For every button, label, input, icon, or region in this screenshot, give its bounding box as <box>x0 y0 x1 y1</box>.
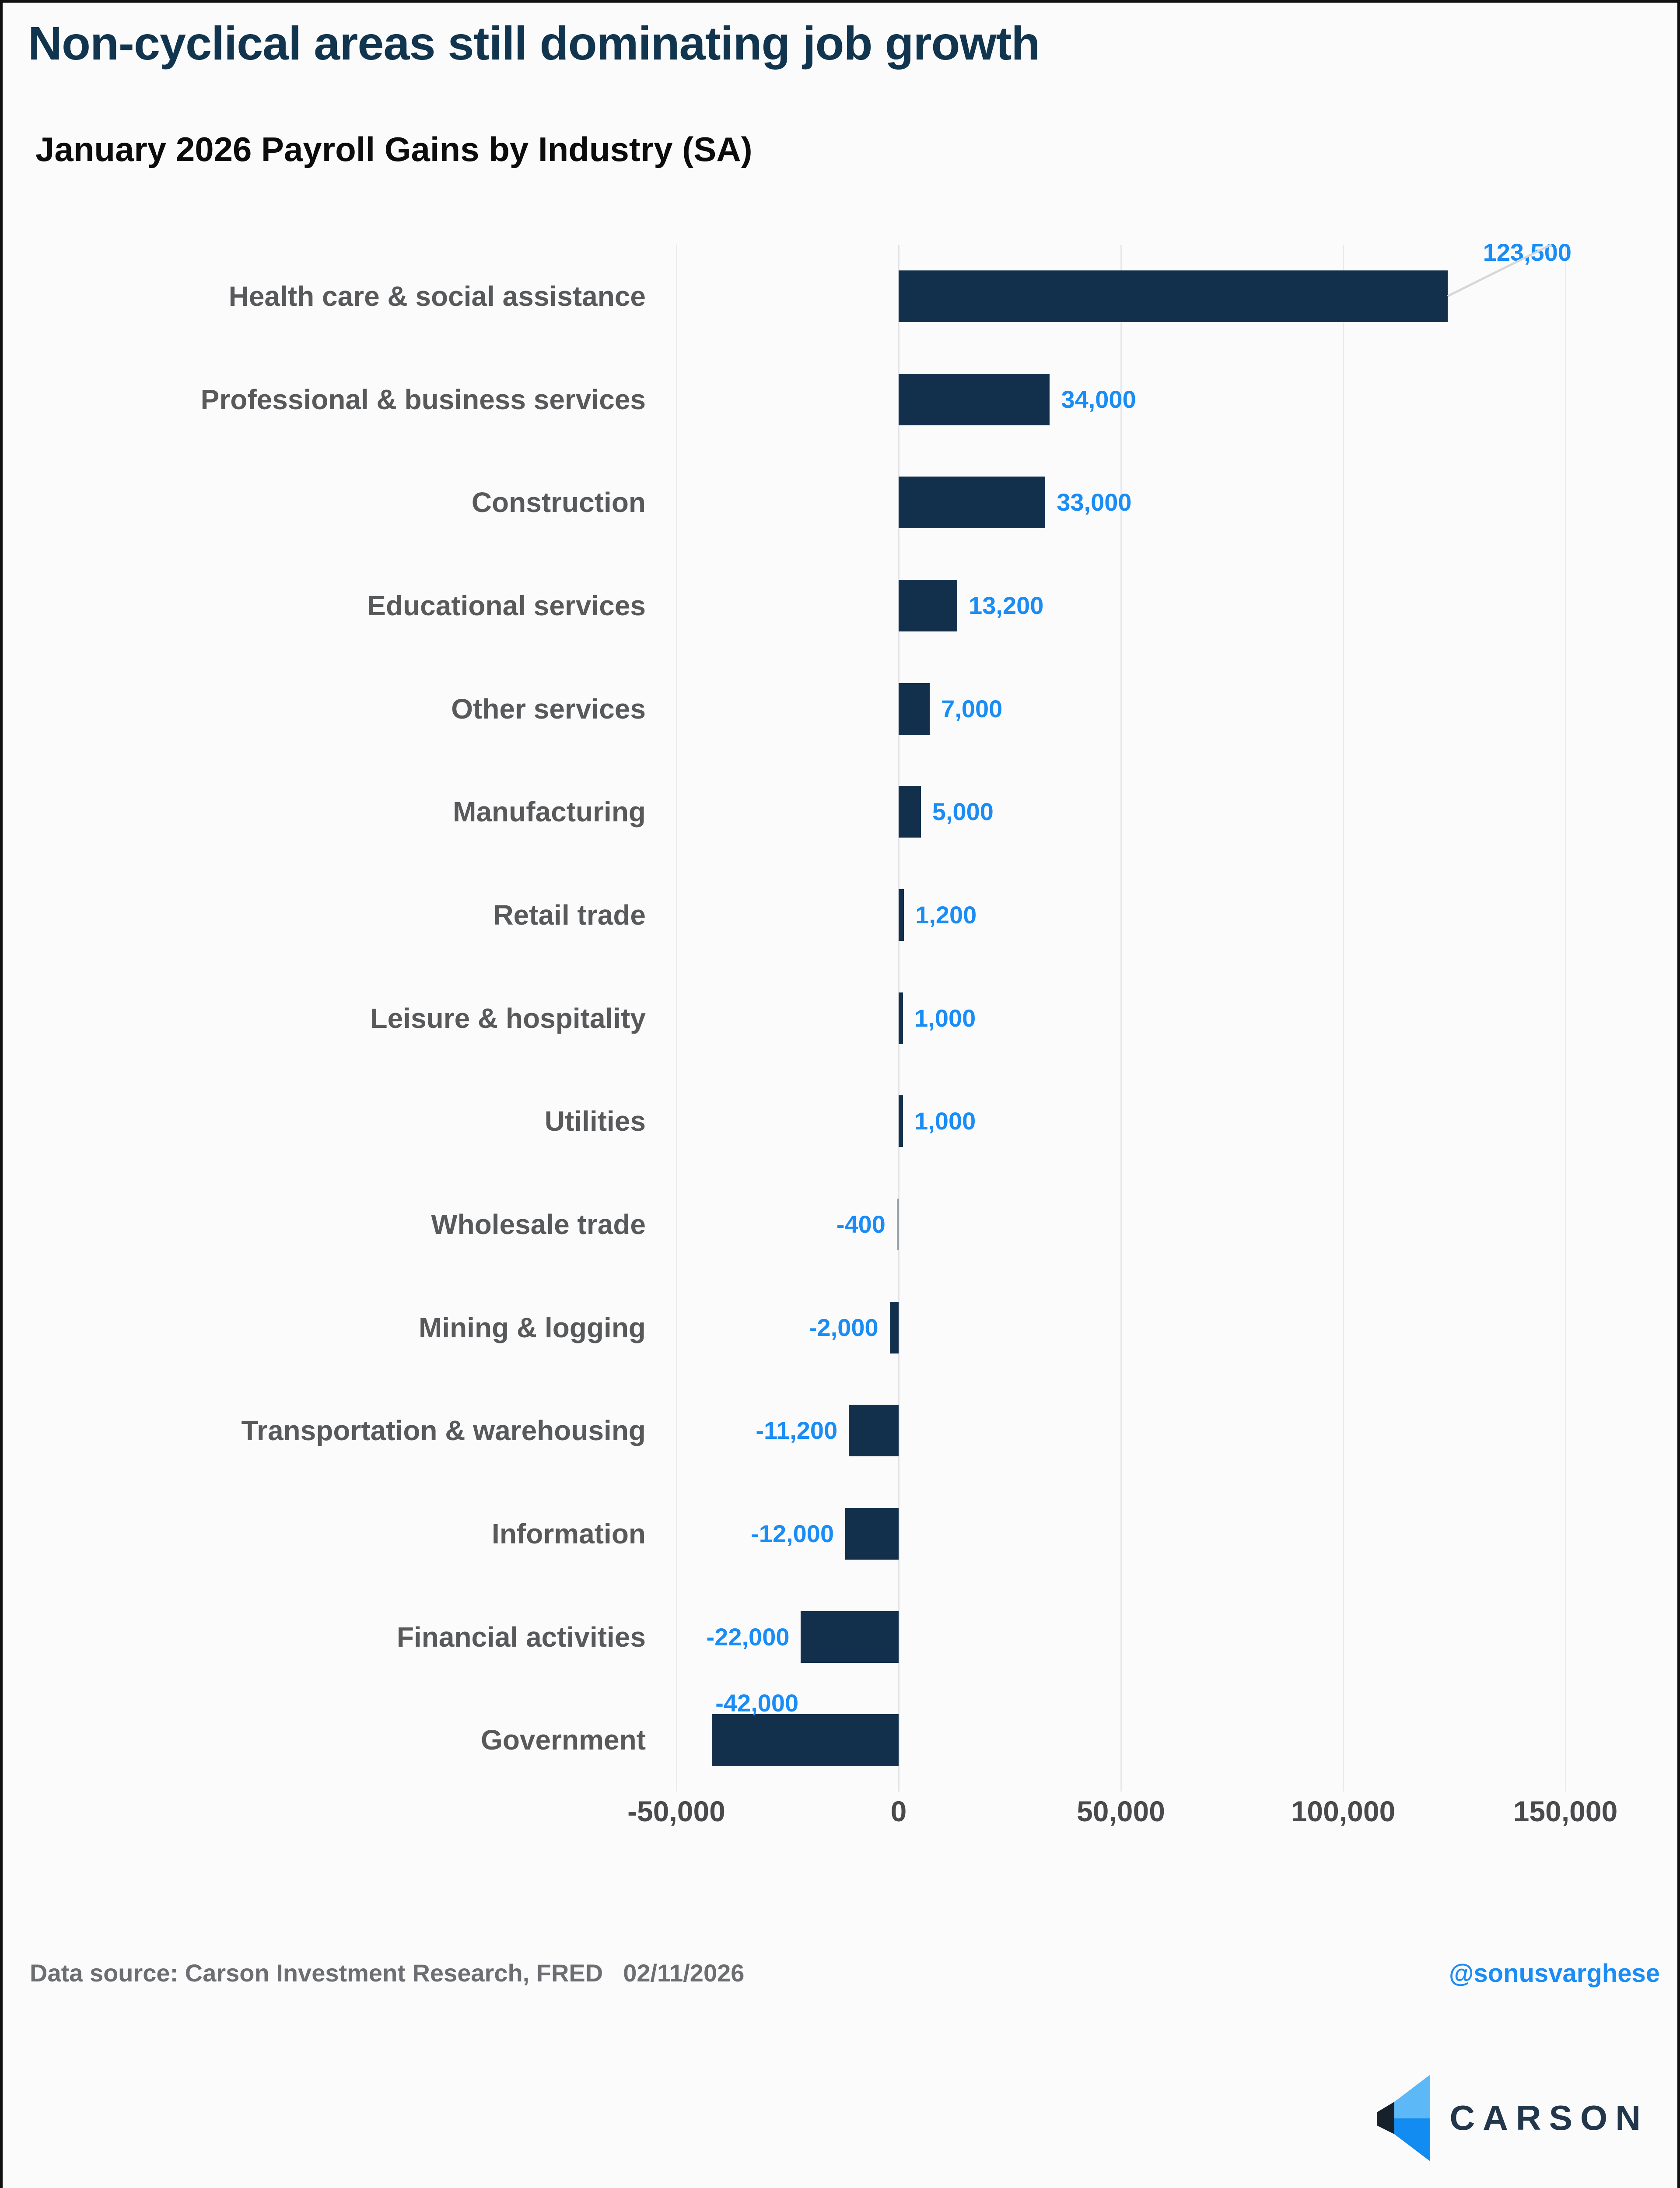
category-label: Transportation & warehousing <box>241 1415 646 1447</box>
x-axis-tick-label: -50,000 <box>627 1795 725 1827</box>
bar[interactable] <box>712 1714 899 1766</box>
bar-row: Leisure & hospitality 1,000 <box>3 967 1677 1070</box>
bar-value-label: -42,000 <box>715 1689 799 1717</box>
bar-track: 33,000 <box>676 451 1565 554</box>
bar[interactable] <box>889 1301 899 1353</box>
bar-row: Health care & social assistance 123,500 <box>3 240 1677 348</box>
bar-track: 34,000 <box>676 348 1565 451</box>
bar-row: Transportation & warehousing -11,200 <box>3 1379 1677 1482</box>
data-source-text: Data source: Carson Investment Research,… <box>30 1959 603 1987</box>
bar[interactable] <box>899 992 903 1044</box>
bar-value-label: -12,000 <box>751 1520 834 1547</box>
bar-value-label: -11,200 <box>756 1417 838 1445</box>
bar-track: 1,000 <box>676 967 1565 1070</box>
bar[interactable] <box>899 683 930 735</box>
gridline-4 <box>1564 245 1566 1792</box>
bar-row: Financial activities -22,000 <box>3 1585 1677 1689</box>
category-label: Other services <box>451 693 646 725</box>
bar-row: Educational services 13,200 <box>3 554 1677 657</box>
x-axis-tick-label: 150,000 <box>1513 1795 1618 1827</box>
carson-logo: CARSON <box>1377 2075 1648 2161</box>
bar-value-label: 1,200 <box>915 901 977 929</box>
bar-row: Professional & business services 34,000 <box>3 348 1677 451</box>
data-source-note: Data source: Carson Investment Research,… <box>30 1959 744 1987</box>
gridline-3 <box>1342 245 1344 1792</box>
x-axis: -50,000 0 50,000 100,000 150,000 <box>627 1795 1617 1847</box>
category-label: Mining & logging <box>419 1311 646 1343</box>
bar[interactable] <box>899 270 1448 322</box>
bar[interactable] <box>849 1405 899 1457</box>
bar[interactable] <box>801 1611 899 1663</box>
category-label: Government <box>481 1724 646 1756</box>
category-label: Utilities <box>544 1105 646 1137</box>
bar-track: -12,000 <box>676 1482 1565 1585</box>
bar-track: 1,000 <box>676 1069 1565 1173</box>
bar[interactable] <box>899 477 1046 529</box>
bar-row: Government -42,000 <box>3 1688 1677 1792</box>
bar[interactable] <box>899 786 921 838</box>
bar-value-label: -400 <box>836 1210 886 1238</box>
bar-value-label: 123,500 <box>1483 238 1572 266</box>
category-label: Professional & business services <box>200 383 646 415</box>
bar-track: -11,200 <box>676 1379 1565 1482</box>
bar-row: Retail trade 1,200 <box>3 863 1677 967</box>
bar-value-label: 13,200 <box>969 592 1044 619</box>
gridline-2 <box>1120 245 1122 1792</box>
bar-value-label: -2,000 <box>808 1313 878 1341</box>
bar-track: 13,200 <box>676 554 1565 657</box>
bar-value-label: 7,000 <box>941 694 1003 722</box>
category-label: Leisure & hospitality <box>370 1002 646 1034</box>
bar-track: 1,200 <box>676 863 1565 967</box>
x-axis-tick-label: 0 <box>890 1795 907 1827</box>
bar-value-label: 33,000 <box>1057 488 1132 516</box>
bar[interactable] <box>845 1508 899 1560</box>
bar-track: 7,000 <box>676 657 1565 761</box>
x-axis-tick-label: 50,000 <box>1077 1795 1165 1827</box>
category-label: Wholesale trade <box>431 1209 646 1240</box>
bar[interactable] <box>899 889 904 941</box>
bar-row: Manufacturing 5,000 <box>3 760 1677 863</box>
category-label: Financial activities <box>396 1621 646 1653</box>
author-handle[interactable]: @sonusvarghese <box>1449 1959 1660 1988</box>
data-source-date: 02/11/2026 <box>623 1959 745 1987</box>
gridline-0 <box>676 245 677 1792</box>
bar-track: 5,000 <box>676 760 1565 863</box>
bar-track: -42,000 <box>676 1688 1565 1792</box>
carson-logo-mark <box>1377 2075 1431 2161</box>
bar-track: -400 <box>676 1173 1565 1276</box>
bar-value-label: 5,000 <box>932 798 994 826</box>
bar-track: -2,000 <box>676 1276 1565 1379</box>
category-label: Health care & social assistance <box>228 281 646 312</box>
bar-value-label: -22,000 <box>706 1623 790 1651</box>
category-label: Retail trade <box>493 899 646 931</box>
bar-track: 123,500 <box>676 240 1572 348</box>
bar-value-label: 34,000 <box>1061 385 1136 413</box>
category-label: Manufacturing <box>453 796 646 828</box>
category-label: Educational services <box>367 590 646 621</box>
bar-value-label: 1,000 <box>914 1107 976 1135</box>
bar-row: Information -12,000 <box>3 1482 1677 1585</box>
x-axis-tick-label: 100,000 <box>1291 1795 1396 1827</box>
category-label: Information <box>492 1518 646 1550</box>
bar-row: Construction 33,000 <box>3 451 1677 554</box>
bar[interactable] <box>896 1199 899 1250</box>
bar-row: Other services 7,000 <box>3 657 1677 761</box>
chart-subtitle: January 2026 Payroll Gains by Industry (… <box>35 130 752 168</box>
bar[interactable] <box>899 580 958 631</box>
bar-row: Wholesale trade -400 <box>3 1173 1677 1276</box>
bar[interactable] <box>899 373 1050 425</box>
bar-value-label: 1,000 <box>914 1004 976 1032</box>
bar-rows: Health care & social assistance 123,500 Pr… <box>3 240 1677 1792</box>
bar[interactable] <box>899 1095 903 1147</box>
carson-logo-wordmark: CARSON <box>1449 2098 1648 2137</box>
page-title: Non-cyclical areas still dominating job … <box>28 17 1040 70</box>
bar-row: Utilities 1,000 <box>3 1069 1677 1173</box>
bar-track: -22,000 <box>676 1585 1565 1689</box>
category-label: Construction <box>471 487 646 519</box>
bar-row: Mining & logging -2,000 <box>3 1276 1677 1379</box>
